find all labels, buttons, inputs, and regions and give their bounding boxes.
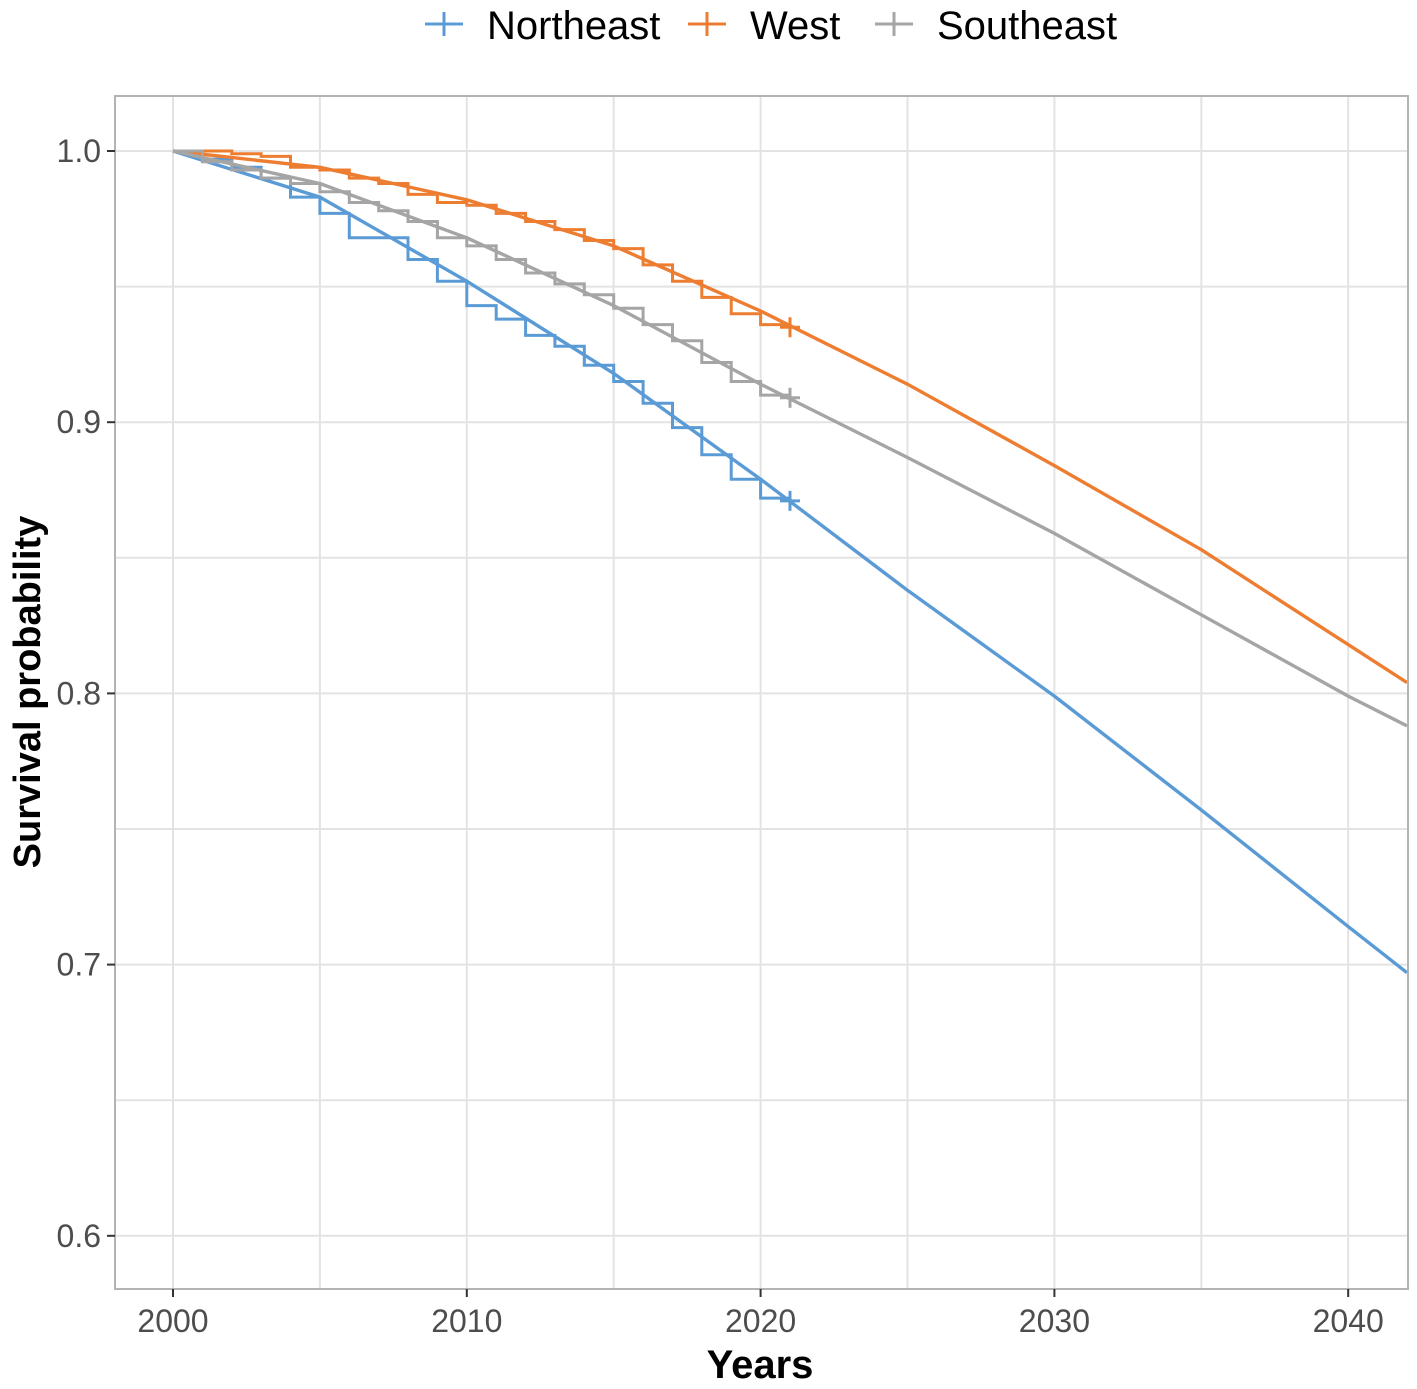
series-southeast [172,149,1408,728]
x-tick-label: 2020 [725,1303,796,1339]
y-tick-label: 0.6 [57,1218,101,1254]
observed-steps-west [173,149,792,328]
x-axis-title: Years [707,1343,814,1387]
x-tick-label: 2010 [431,1303,502,1339]
series-lines [172,149,1409,975]
x-tick-label: 2000 [137,1303,208,1339]
x-tick-label: 2030 [1019,1303,1090,1339]
grid-lines [115,96,1408,1289]
observed-steps-southeast [173,149,792,398]
y-axis-title: Survival probability [7,516,49,869]
legend: Northeast West Southeast [425,4,1117,48]
y-tick-label: 0.7 [57,947,101,983]
y-tick-label: 0.8 [57,675,101,711]
legend-item-southeast: Southeast [875,4,1117,48]
y-tick-label: 1.0 [57,133,101,169]
y-tick-label: 0.9 [57,404,101,440]
axes: 2000 2010 2020 2030 2040 0.6 0.7 0.8 0.9 1.0 [57,133,1384,1339]
x-tick-label: 2040 [1313,1303,1384,1339]
censor-mark-southeast [779,387,800,408]
legend-label-southeast: Southeast [937,4,1117,48]
legend-item-west: West [688,4,840,48]
legend-item-northeast: Northeast [425,4,660,48]
legend-label-west: West [750,4,840,48]
series-west [172,149,1408,685]
legend-label-northeast: Northeast [487,4,660,48]
censor-mark-west [779,317,800,338]
censor-mark-northeast [779,490,800,511]
